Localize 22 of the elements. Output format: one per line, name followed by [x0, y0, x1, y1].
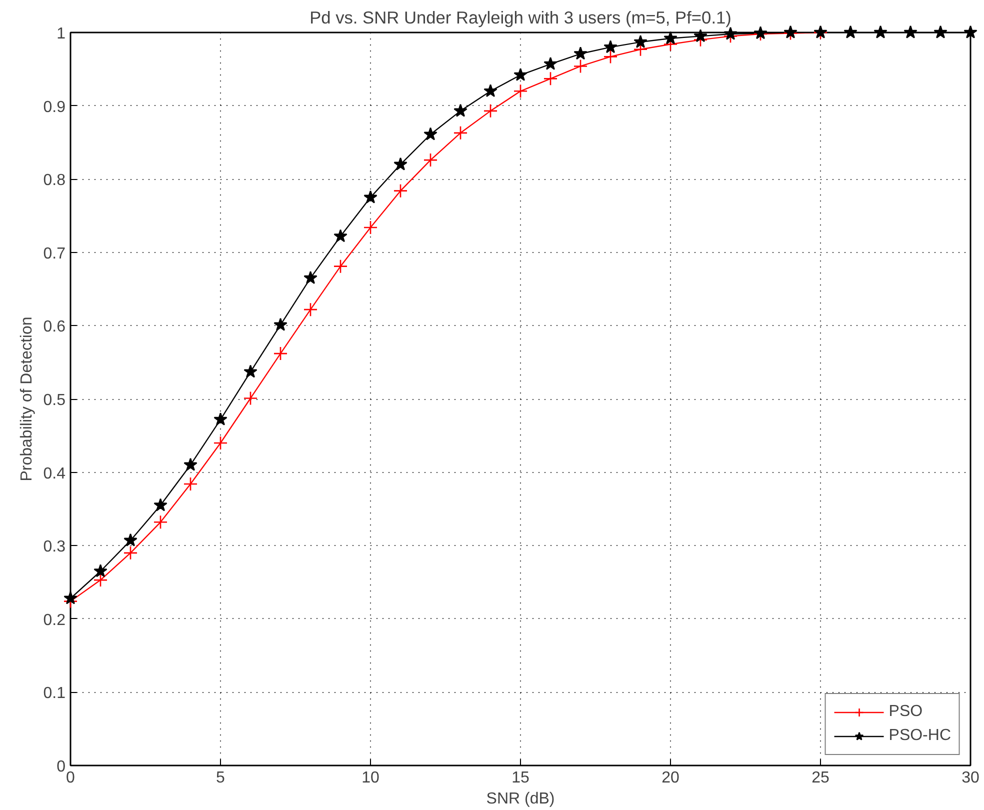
- y-tick-label: 0.7: [43, 245, 66, 262]
- y-tick-label: 0.6: [43, 318, 66, 336]
- y-axis-title: Probability of Detection: [18, 316, 36, 482]
- y-tick-label: 0.5: [43, 392, 66, 409]
- y-tick-label: 0.9: [43, 98, 66, 116]
- legend-label: PSO: [888, 703, 923, 721]
- chart-title: Pd vs. SNR Under Rayleigh with 3 users (m=5, Pf=0.1): [310, 8, 732, 28]
- x-tick-label: 15: [512, 770, 530, 786]
- y-tick-label: 0.1: [43, 685, 66, 702]
- x-tick-label: 20: [662, 770, 680, 786]
- y-tick-label: 0: [56, 758, 66, 776]
- x-tick-label: 25: [812, 770, 830, 786]
- x-tick-label: 30: [962, 770, 980, 786]
- x-tick-label: 5: [216, 770, 226, 786]
- x-tick-label: 10: [362, 770, 380, 786]
- y-tick-label: 0.2: [43, 612, 66, 629]
- x-axis-title: SNR (dB): [486, 790, 555, 808]
- y-tick-label: 0.3: [43, 538, 66, 556]
- y-tick-label: 1: [56, 26, 66, 42]
- y-tick-label: 0.8: [43, 172, 66, 190]
- legend-label: PSO-HC: [888, 727, 951, 745]
- y-tick-label: 0.4: [43, 465, 66, 482]
